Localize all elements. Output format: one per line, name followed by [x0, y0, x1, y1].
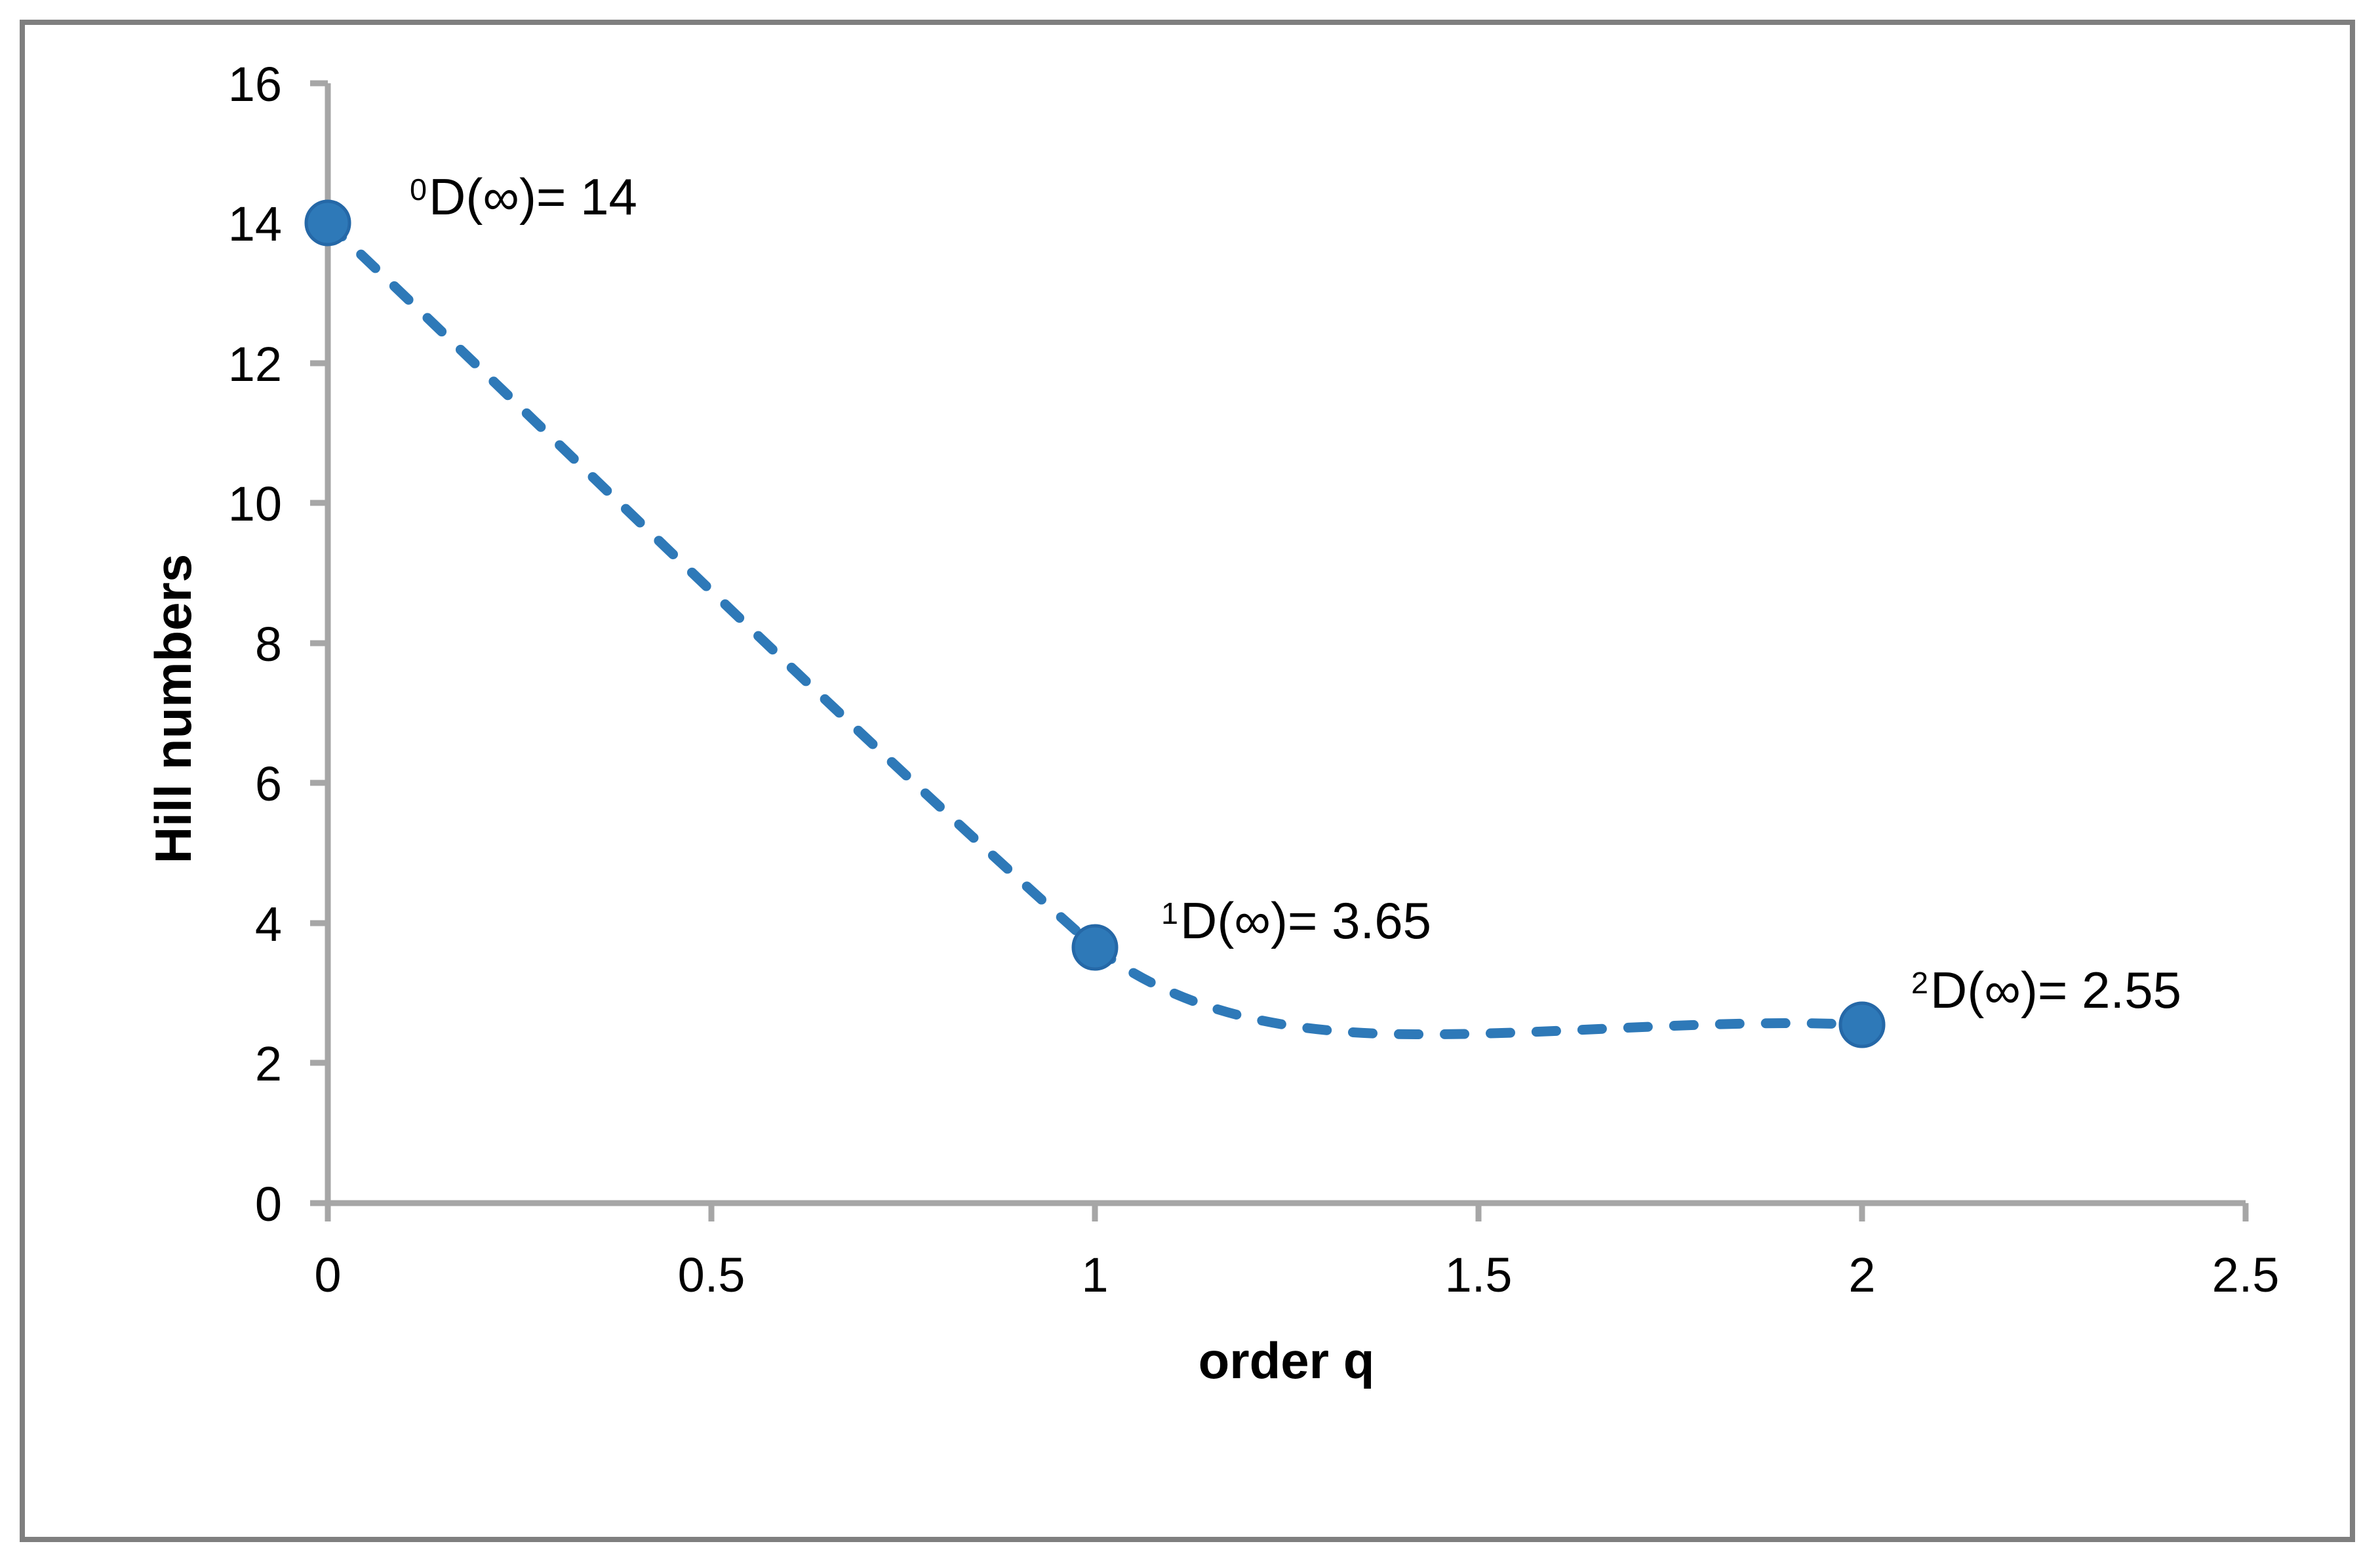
data-point-marker-q1: [1071, 924, 1119, 971]
chart-outer-border: [20, 20, 2355, 1542]
annotation-d1-superscript: 1: [1161, 896, 1179, 931]
x-tick-label-2: 2: [1848, 1248, 1876, 1302]
annotation-d2: 2D(∞)= 2.55: [1911, 962, 2181, 1019]
y-tick-label-4: 4: [254, 897, 282, 951]
annotation-d0-superscript: 0: [410, 172, 427, 207]
x-tick-label-0p5: 0.5: [677, 1248, 745, 1302]
data-point-marker-q0: [304, 199, 351, 247]
annotation-d1-text: D(∞)= 3.65: [1180, 892, 1431, 949]
y-tick-label-10: 10: [228, 477, 282, 531]
x-axis-title: order q: [1198, 1332, 1375, 1389]
x-tick-label-1: 1: [1081, 1248, 1109, 1302]
y-axis-title: Hill numbers: [144, 553, 202, 864]
y-tick-label-2: 2: [254, 1037, 282, 1091]
x-tick-label-0: 0: [314, 1248, 342, 1302]
data-point-marker-q2: [1838, 1001, 1886, 1048]
annotation-d1: 1D(∞)= 3.65: [1161, 892, 1431, 949]
y-tick-label-16: 16: [228, 57, 282, 111]
y-tick-label-8: 8: [254, 617, 282, 671]
x-tick-label-1p5: 1.5: [1444, 1248, 1513, 1302]
series-dashed-line: [323, 218, 1867, 1040]
x-axis-tick-marks: [325, 1203, 2249, 1221]
y-tick-label-6: 6: [254, 757, 282, 811]
annotation-d0: 0D(∞)= 14: [410, 169, 637, 226]
y-tick-label-12: 12: [228, 337, 282, 391]
y-tick-label-14: 14: [228, 197, 282, 251]
annotation-d2-text: D(∞)= 2.55: [1930, 961, 2181, 1019]
annotation-d0-text: D(∞)= 14: [429, 168, 637, 226]
x-tick-label-2p5: 2.5: [2211, 1248, 2280, 1302]
y-tick-label-0: 0: [254, 1177, 282, 1231]
annotation-d2-superscript: 2: [1911, 966, 1929, 1001]
